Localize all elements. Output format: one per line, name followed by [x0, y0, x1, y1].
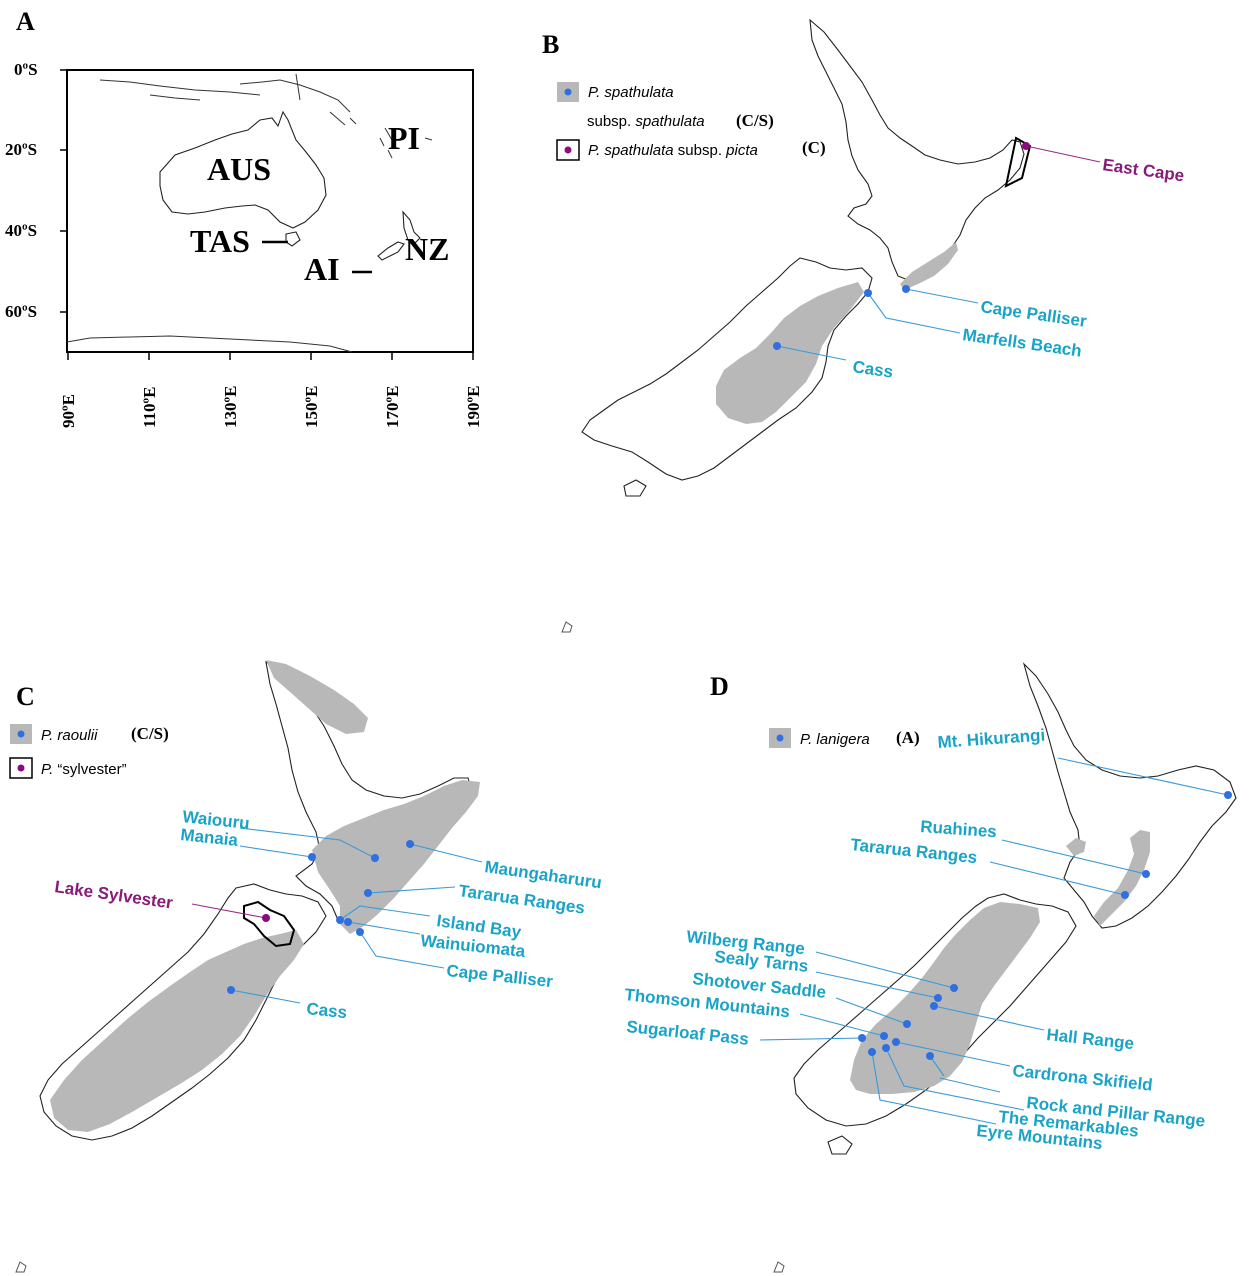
lon-label-130: 130ºE: [221, 386, 240, 428]
dot-the-remarkables: [882, 1044, 890, 1052]
legend-c-dot-1: [17, 730, 25, 738]
legend-c-item1-species: P. raoulii: [41, 727, 98, 744]
dot-eyre-mountains: [868, 1048, 876, 1056]
dot-cardrona-skifield: [892, 1038, 900, 1046]
dot-sugarloaf-pass: [858, 1034, 866, 1042]
panel-d-letter: D: [710, 672, 729, 701]
legend-b-item1-species: P. spathulata: [588, 84, 674, 101]
legend-b-item1-code: (C/S): [736, 111, 774, 130]
dot-sealy-tarns: [934, 994, 942, 1002]
label-east-cape: East Cape: [1101, 155, 1185, 185]
legend-b-item1-line2: subsp. spathulata: [587, 113, 705, 130]
legend-b-item2: P. spathulata subsp. picta: [588, 142, 758, 159]
dot-tararua-c: [364, 889, 372, 897]
dot-manaia: [308, 853, 316, 861]
legend-d-dot-1: [776, 734, 784, 742]
label-ruahines: Ruahines: [920, 817, 998, 841]
label-marfells-beach: Marfells Beach: [961, 325, 1082, 361]
panel-a: A 0ºS 20ºS 40ºS 60ºS 90ºE 110ºE 130ºE 15…: [5, 7, 483, 428]
dot-wilberg-range: [950, 984, 958, 992]
panel-c-letter: C: [16, 682, 35, 711]
panel-d-legend: P. lanigera (A): [769, 728, 920, 748]
dot-thomson-mountains: [880, 1032, 888, 1040]
panel-d: D P. lanigera (A): [624, 662, 1237, 1273]
label-sugarloaf-pass: Sugarloaf Pass: [626, 1017, 750, 1049]
dot-rock-and-pillar: [926, 1052, 934, 1060]
compass-icon-d: [773, 1261, 785, 1273]
region-nz: NZ: [405, 231, 449, 267]
dot-marfells-beach: [864, 289, 872, 297]
dot-waiouru: [371, 854, 379, 862]
legend-c-dot-2: [17, 764, 25, 772]
lat-axis: 0ºS 20ºS 40ºS 60ºS: [5, 60, 67, 321]
dot-cape-palliser-c: [356, 928, 364, 936]
panel-b: B P. spathulata subsp. spathulata (C/S) …: [542, 18, 1185, 633]
australia-outline: [159, 110, 327, 229]
region-aus: AUS: [207, 151, 271, 187]
region-tas: TAS: [190, 223, 250, 259]
label-cass-c: Cass: [306, 999, 348, 1022]
panel-a-letter: A: [16, 7, 35, 36]
lon-label-190: 190ºE: [464, 386, 483, 428]
label-hall-range: Hall Range: [1046, 1025, 1135, 1053]
panel-c: C P. raoulii (C/S) P. “sylvester”: [9, 660, 603, 1273]
label-cass-b: Cass: [851, 357, 894, 381]
north-island-b: [809, 18, 1025, 281]
dot-cape-palliser-b: [902, 285, 910, 293]
dot-ruahines: [1142, 870, 1150, 878]
legend-c-item2: P. “sylvester”: [41, 761, 127, 778]
panel-a-landmasses: [66, 73, 433, 353]
lon-label-170: 170ºE: [383, 386, 402, 428]
panel-b-legend: P. spathulata subsp. spathulata (C/S) P.…: [556, 82, 826, 161]
label-cape-palliser-c: Cape Palliser: [446, 961, 555, 991]
dot-lake-sylvester: [262, 914, 270, 922]
dot-east-cape: [1022, 142, 1030, 150]
dot-mt-hikurangi: [1224, 791, 1232, 799]
dot-tararua-d: [1121, 891, 1129, 899]
dot-cass-c: [227, 986, 235, 994]
legend-b-item2-code: (C): [802, 138, 826, 157]
dot-cass-b: [773, 342, 781, 350]
lon-label-90: 90ºE: [59, 394, 78, 428]
legend-c-item1-code: (C/S): [131, 724, 169, 743]
dot-shotover-saddle: [903, 1020, 911, 1028]
lon-label-110: 110ºE: [140, 386, 159, 428]
nz-outline-a: [402, 210, 421, 245]
region-pi: PI: [388, 120, 420, 156]
legend-d-item1-species: P. lanigera: [800, 731, 870, 748]
legend-b-dot-2: [564, 146, 572, 154]
label-cardrona-skifield: Cardrona Skifield: [1012, 1061, 1154, 1095]
dot-maungaharuru: [406, 840, 414, 848]
label-tararua-d: Tararua Ranges: [850, 835, 979, 867]
lon-axis: 90ºE 110ºE 130ºE 150ºE 170ºE 190ºE: [59, 352, 483, 428]
lat-label-0: 0ºS: [14, 60, 38, 79]
lat-label-60: 60ºS: [5, 302, 37, 321]
label-mt-hikurangi: Mt. Hikurangi: [937, 726, 1046, 752]
compass-icon: [561, 621, 573, 633]
panel-c-legend: P. raoulii (C/S) P. “sylvester”: [9, 724, 169, 779]
dot-island-bay: [336, 916, 344, 924]
dot-wainuiomata: [344, 918, 352, 926]
lat-label-20: 20ºS: [5, 140, 37, 159]
lat-label-40: 40ºS: [5, 221, 37, 240]
compass-icon-c: [15, 1261, 27, 1273]
panel-b-letter: B: [542, 30, 559, 59]
lon-label-150: 150ºE: [302, 386, 321, 428]
legend-b-dot-1: [564, 88, 572, 96]
region-ai: AI: [304, 251, 340, 287]
label-cape-palliser-b: Cape Palliser: [979, 297, 1088, 331]
label-lake-sylvester: Lake Sylvester: [53, 877, 174, 912]
legend-d-item1-code: (A): [896, 728, 920, 747]
dot-hall-range: [930, 1002, 938, 1010]
